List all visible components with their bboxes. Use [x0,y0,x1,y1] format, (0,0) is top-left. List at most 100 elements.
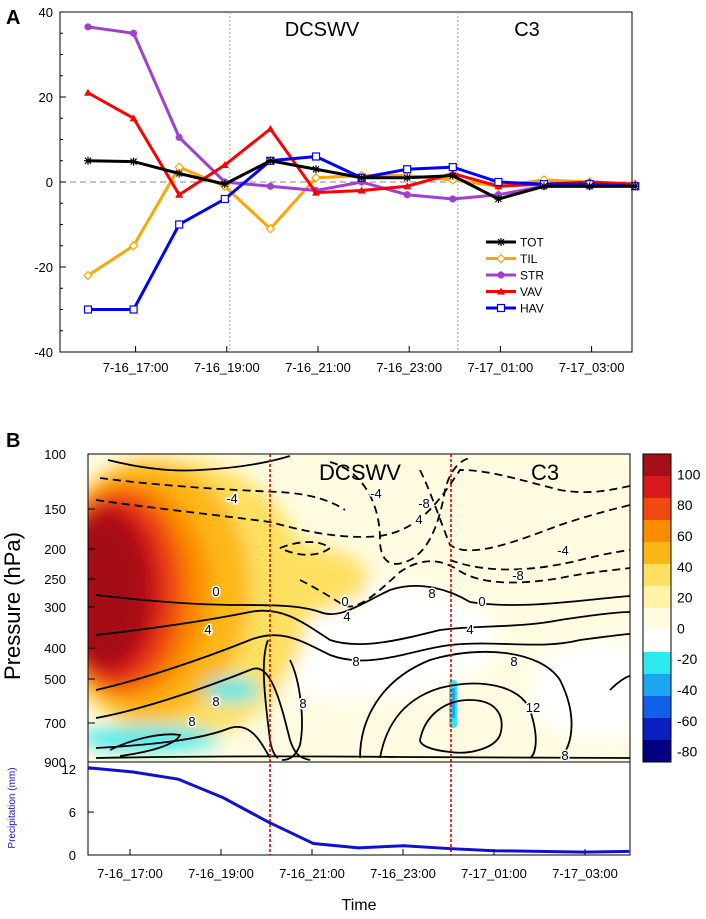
legend-label: TIL [520,252,538,266]
series-marker [311,152,321,161]
series-marker [497,238,505,246]
series-marker [449,195,457,203]
series-marker [83,270,93,281]
colorbar-label: -40 [677,682,697,698]
series-marker [129,305,138,314]
annotation-dcswv: DCSWV [319,460,401,485]
y-tick-label: -40 [34,345,53,360]
y-tick-label: 0 [46,175,53,190]
colorbar-swatch [643,608,671,631]
series-marker [83,305,93,314]
colorbar-swatch [643,740,671,763]
x-tick-label: 7-17_01:00 [468,360,534,375]
series-marker [312,165,320,174]
precip-x-tick-label: 7-17_03:00 [552,866,618,881]
pressure-tick-label: 200 [44,542,66,557]
pressure-tick-label: 400 [44,641,66,656]
contour-label: -8 [418,496,430,511]
contour-label: 8 [561,748,568,763]
series-marker [130,29,138,37]
y-tick-label: 20 [39,90,53,105]
contour-label: 8 [212,694,219,709]
series-marker [403,173,412,182]
annotation-c3: C3 [514,19,540,41]
panel-a-label: A [6,7,20,29]
colorbar-label: -20 [677,651,697,667]
series-marker [312,188,320,196]
contour-label: 8 [299,696,306,711]
contour-label: 8 [510,654,517,669]
colorbar-swatch [643,586,671,609]
series-marker [496,303,506,313]
pressure-tick-label: 150 [44,502,66,517]
series-marker [403,182,412,190]
colorbar: 100 80 60 40 20 0 -20 -40 -60 -80 [642,453,701,763]
panel-b-label: B [6,430,20,452]
contour-label: 0 [478,594,485,609]
contour-label: -4 [557,543,569,558]
contour-lines [95,455,630,761]
series-marker [84,156,92,165]
colorbar-swatch [643,520,671,543]
precip-x-tick-label: 7-16_17:00 [97,866,163,881]
series-marker [84,23,92,31]
contour-label: -8 [512,568,524,583]
x-tick-label: 7-16_21:00 [285,360,351,375]
legend-label: TOT [520,236,544,250]
y-tick-label: 40 [39,5,53,20]
legend-label: STR [520,269,544,283]
series-marker [220,194,229,204]
series-marker [220,180,229,189]
series-marker [175,169,184,178]
legend-label: VAV [520,285,542,299]
colorbar-swatch [643,498,671,521]
precip-axis-label: Precipitation (mm) [7,767,18,848]
pressure-tick-label: 250 [44,572,66,587]
series-marker [266,182,274,190]
precip-x-tick-label: 7-16_23:00 [370,866,436,881]
series-marker [129,114,138,122]
series-marker [403,165,412,174]
colorbar-swatch [643,476,671,499]
series-marker [448,171,457,180]
colorbar-swatch [643,542,671,565]
series-marker [265,223,276,234]
pressure-tick-label: 700 [44,716,66,731]
series-marker [497,271,505,279]
series-marker [175,133,183,141]
colorbar-frame [642,453,672,763]
contour-label: 8 [188,714,195,729]
contour-label: -4 [370,486,382,501]
precip-frame [87,761,631,856]
series-marker [220,161,229,168]
colorbar-swatch [643,674,671,697]
series-marker [128,240,139,251]
precip-y-tick-label: 12 [62,762,76,777]
colorbar-swatch [643,454,671,477]
precip-x-tick-label: 7-16_21:00 [279,866,345,881]
series-marker [175,220,184,229]
heatmap-fill [88,454,630,762]
colorbar-label: 100 [677,466,701,482]
series-marker [266,124,275,132]
time-axis-label: Time [342,897,377,914]
pressure-tick-label: 300 [44,600,66,615]
precip-x-tick-label: 7-16_19:00 [188,866,254,881]
pressure-tick-label: 500 [44,672,66,687]
series-marker [357,173,366,182]
colorbar-swatch [643,630,671,653]
contour-label: 4 [415,512,422,527]
colorbar-label: -60 [677,713,697,729]
series-marker [585,182,594,191]
x-tick-label: 7-16_17:00 [103,360,169,375]
series-marker [494,195,503,203]
colorbar-label: 20 [677,590,693,606]
series-marker [496,253,506,264]
y-tick-label: -20 [34,260,53,275]
contour-label: 4 [466,622,473,637]
pressure-tick-label: 100 [44,447,66,462]
series-marker [129,157,138,166]
